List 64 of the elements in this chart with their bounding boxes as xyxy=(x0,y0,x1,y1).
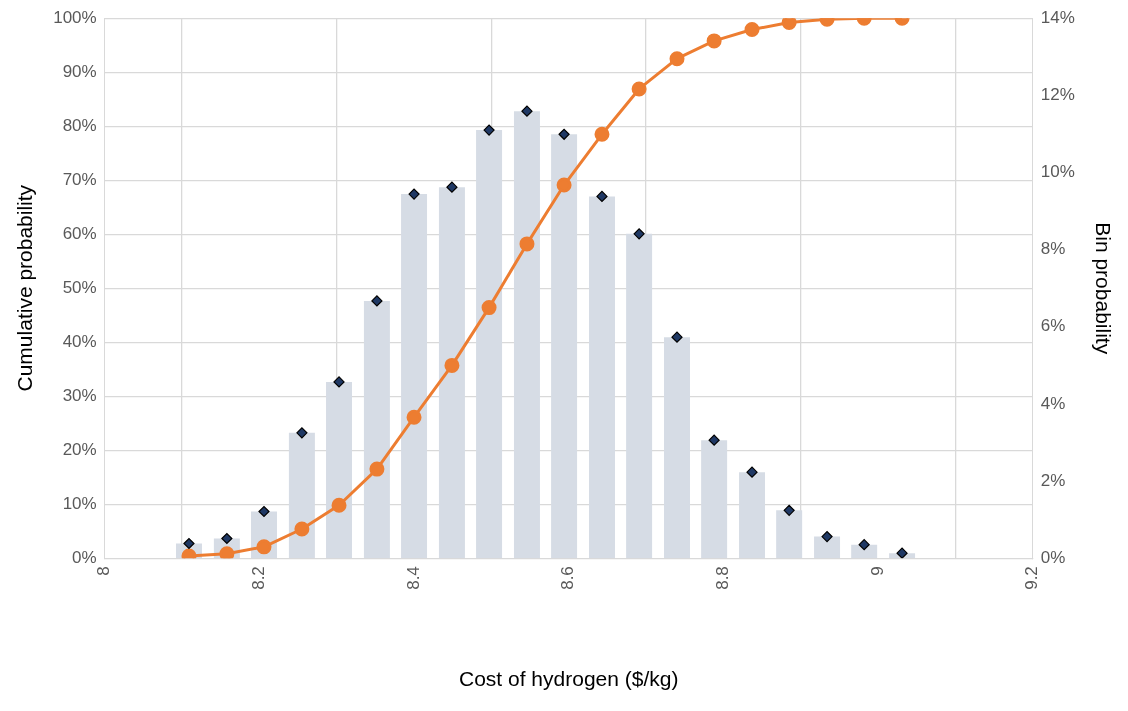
y-tick-label: 40% xyxy=(62,331,97,351)
y2-tick-label: 8% xyxy=(1040,239,1066,259)
point xyxy=(369,461,385,477)
point xyxy=(256,539,272,555)
point xyxy=(896,547,908,559)
point xyxy=(746,466,758,478)
point xyxy=(633,228,645,240)
x-tick-label: 8 xyxy=(94,566,114,576)
x-tick-label: 8.4 xyxy=(403,566,423,590)
point xyxy=(408,188,420,200)
y-tick-label: 90% xyxy=(62,61,97,81)
y-tick-label: 50% xyxy=(62,277,97,297)
point xyxy=(781,18,797,31)
point xyxy=(331,497,347,513)
point xyxy=(596,190,608,202)
x-axis-title: Cost of hydrogen ($/kg) xyxy=(459,667,679,691)
x-tick-label: 8.2 xyxy=(249,566,269,590)
y-tick-label: 0% xyxy=(72,547,97,567)
y2-axis-title: Bin probability xyxy=(1091,222,1115,355)
point xyxy=(183,537,195,550)
point xyxy=(744,22,760,38)
y-tick-label: 100% xyxy=(53,7,97,27)
point xyxy=(446,181,458,193)
point xyxy=(669,51,685,67)
y-tick-label: 80% xyxy=(62,115,97,135)
point xyxy=(519,236,535,252)
point xyxy=(294,521,310,537)
y2-tick-label: 10% xyxy=(1040,162,1075,182)
point xyxy=(521,105,533,117)
y-tick-label: 10% xyxy=(62,493,97,513)
x-tick-label: 9 xyxy=(867,566,887,576)
point xyxy=(371,295,383,307)
point xyxy=(821,530,833,543)
y2-tick-label: 2% xyxy=(1040,470,1066,490)
point xyxy=(406,409,422,425)
y2-tick-label: 0% xyxy=(1040,547,1066,567)
y2-tick-label: 4% xyxy=(1040,393,1066,413)
point xyxy=(483,124,495,136)
point xyxy=(296,427,308,439)
y-tick-label: 20% xyxy=(62,439,97,459)
y2-tick-label: 6% xyxy=(1040,316,1066,336)
point xyxy=(708,434,720,446)
y2-tick-label: 14% xyxy=(1040,7,1075,27)
point xyxy=(631,81,647,97)
point xyxy=(481,300,497,316)
point xyxy=(706,33,722,49)
point xyxy=(333,376,345,388)
point xyxy=(783,504,795,516)
point xyxy=(444,357,460,373)
point xyxy=(558,128,570,140)
x-tick-label: 8.6 xyxy=(558,566,578,590)
y-axis-title: Cumulative probability xyxy=(13,184,37,392)
point xyxy=(556,177,572,193)
y2-tick-label: 12% xyxy=(1040,85,1075,105)
point xyxy=(594,126,610,142)
y-tick-label: 30% xyxy=(62,385,97,405)
point xyxy=(258,505,270,518)
point xyxy=(671,331,683,343)
point xyxy=(221,532,233,545)
y-tick-label: 70% xyxy=(62,169,97,189)
x-tick-label: 9.2 xyxy=(1022,566,1042,590)
y-tick-label: 60% xyxy=(62,223,97,243)
x-tick-label: 8.8 xyxy=(713,566,733,590)
bar xyxy=(814,536,841,559)
